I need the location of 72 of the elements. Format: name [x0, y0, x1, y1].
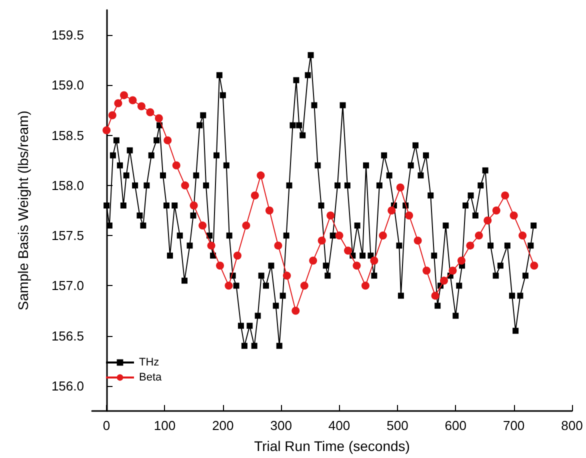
legend-label: Beta: [139, 372, 163, 384]
point: [378, 232, 387, 240]
point: [466, 242, 474, 250]
point: [370, 256, 378, 265]
y-tick-label: 157.0: [51, 278, 84, 294]
point: [318, 236, 326, 245]
point: [431, 292, 440, 300]
x-tick-label: 800: [561, 418, 583, 433]
y-tick-label: 159.5: [51, 28, 84, 43]
point: [510, 212, 518, 220]
point: [448, 266, 457, 275]
point: [530, 262, 538, 270]
point: [172, 161, 180, 170]
point: [120, 91, 128, 100]
y-tick-label: 156.0: [51, 378, 84, 394]
y-tick-label: 158.5: [51, 128, 84, 143]
point: [300, 282, 308, 290]
point: [422, 266, 431, 275]
point: [274, 242, 282, 250]
point: [388, 206, 396, 214]
y-tick-label: 156.5: [51, 328, 84, 344]
point: [309, 256, 318, 265]
point: [114, 99, 122, 108]
x-tick-label: 0: [102, 418, 110, 433]
x-tick-label: 700: [502, 418, 525, 433]
y-tick-label: 157.5: [51, 228, 84, 244]
point: [352, 262, 361, 270]
x-tick-label: 400: [328, 418, 350, 433]
x-tick-label: 300: [270, 418, 292, 433]
point: [518, 232, 527, 240]
point: [108, 111, 116, 120]
point: [207, 242, 216, 250]
point: [282, 272, 291, 280]
y-axis-title: Sample Basis Weight (lbs/ream): [15, 110, 31, 310]
point: [501, 191, 510, 200]
point: [396, 183, 404, 192]
point: [181, 181, 190, 190]
point: [292, 306, 300, 315]
point: [440, 276, 448, 285]
point: [224, 282, 233, 290]
point: [335, 232, 344, 240]
y-tick-label: 158.0: [51, 178, 84, 193]
point: [216, 262, 224, 270]
point: [164, 136, 172, 144]
point: [405, 212, 414, 220]
point: [128, 96, 137, 104]
point: [154, 114, 163, 122]
point: [326, 212, 335, 220]
point: [102, 126, 111, 134]
point: [242, 222, 250, 230]
point: [198, 222, 207, 230]
point: [190, 201, 198, 210]
x-axis-title: Trial Run Time (seconds): [254, 438, 410, 454]
point: [250, 191, 259, 200]
point: [414, 236, 422, 245]
point: [265, 206, 274, 214]
point: [146, 108, 154, 116]
point: [474, 232, 483, 240]
legend-label: THz: [139, 356, 160, 368]
x-tick-label: 200: [212, 418, 234, 433]
point: [484, 216, 492, 225]
point: [457, 256, 466, 265]
y-tick-label: 159.0: [51, 78, 84, 93]
point: [492, 206, 500, 214]
x-tick-label: 100: [154, 418, 176, 433]
x-tick-label: 600: [444, 418, 466, 433]
point: [137, 102, 146, 110]
point: [256, 171, 265, 180]
x-tick-label: 500: [386, 418, 408, 433]
point: [344, 246, 352, 255]
point: [361, 282, 370, 290]
point: [233, 252, 242, 260]
